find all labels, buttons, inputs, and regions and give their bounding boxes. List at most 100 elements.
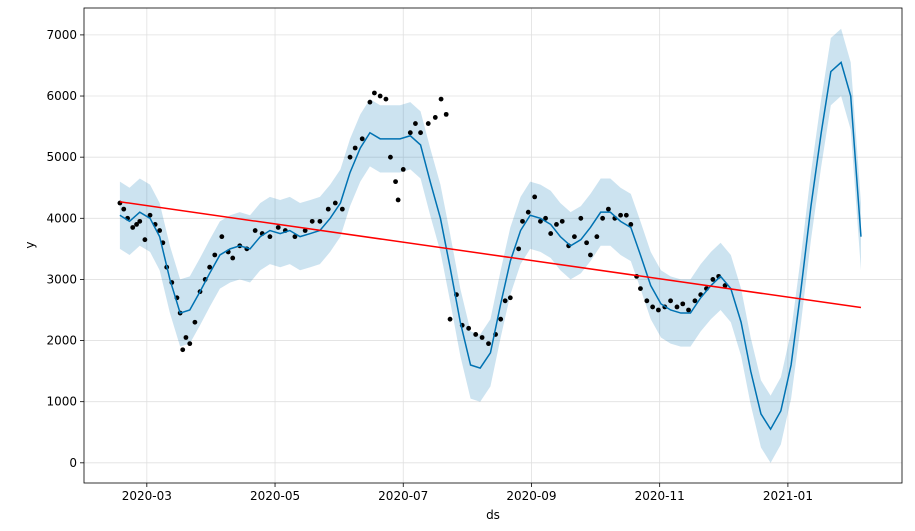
observed-point [600,215,606,221]
x-tick-label: 2020-11 [635,489,685,503]
observed-point [219,234,225,240]
observed-point [594,234,600,240]
y-tick-label: 1000 [46,395,77,409]
observed-point [548,231,554,236]
observed-point [142,237,148,243]
observed-point [302,228,308,233]
observed-point [618,212,623,218]
observed-point [498,316,504,322]
observed-point [252,228,258,233]
observed-point [121,206,127,212]
observed-point [367,99,373,105]
observed-point [347,154,353,160]
observed-point [388,154,393,160]
observed-point [650,304,656,310]
observed-point [538,218,543,224]
x-axis-label: ds [486,508,500,522]
observed-point [438,96,444,102]
x-tick-label: 2021-01 [763,489,813,503]
observed-point [473,332,479,337]
observed-point [559,218,565,224]
observed-point [400,166,406,172]
observed-point [572,234,577,240]
observed-point [230,255,236,261]
forecast-line [119,61,862,431]
observed-point [710,277,716,282]
observed-point [275,225,281,230]
observed-point [130,225,136,230]
observed-point [180,347,186,353]
observed-point [584,240,589,246]
observed-point [686,307,691,313]
x-tick-label: 2020-09 [506,489,556,503]
observed-point [377,93,383,99]
observed-point [383,96,389,102]
observed-point [317,218,323,224]
y-tick-label: 7000 [46,28,77,42]
observed-point [516,246,522,252]
x-tick-label: 2020-05 [250,489,300,503]
y-tick-label: 5000 [46,150,77,164]
observed-point [192,319,198,325]
y-tick-label: 3000 [46,272,77,286]
observed-point [692,298,698,304]
y-tick-label: 4000 [46,211,77,225]
observed-point [325,206,331,212]
observed-point [207,264,213,270]
observed-point [187,341,193,347]
observed-point [212,252,218,258]
observed-point [578,215,584,221]
observed-point [628,222,634,227]
observed-point [147,212,153,218]
observed-point [339,206,345,212]
observed-point [137,218,143,224]
plot-area [84,8,902,483]
trend-line [119,201,862,309]
y-tick-label: 6000 [46,89,77,103]
observed-point [432,115,438,120]
observed-point [425,121,431,126]
observed-point [157,228,163,233]
observed-point [532,194,538,200]
observed-point [466,325,472,331]
observed-point [644,298,650,304]
observed-point [134,222,139,227]
observed-point [309,218,315,224]
observed-point [413,121,418,126]
observed-point [292,234,298,240]
observed-point [479,335,485,340]
observed-point [525,209,531,215]
plot-border [83,7,903,484]
observed-point [674,304,680,310]
observed-point [722,283,728,288]
observed-point [183,335,189,340]
observed-point [332,200,338,206]
y-tick-label: 0 [69,456,77,470]
observed-point [359,136,365,142]
observed-point [443,111,449,117]
observed-point [502,298,508,304]
observed-point [588,252,593,258]
observed-point [407,130,413,136]
observed-point [393,179,398,185]
uncertainty-band [119,28,861,463]
observed-point [372,90,377,96]
x-tick-label: 2020-03 [122,489,172,503]
observed-point [623,212,629,218]
observed-point [680,301,686,307]
observed-point [352,145,358,151]
observed-point [267,234,273,240]
observed-point [395,197,401,203]
observed-point [543,215,548,221]
y-tick-label: 2000 [46,334,77,348]
observed-point [486,341,491,347]
observed-point [520,218,525,224]
observed-point [655,307,661,313]
observed-point [638,286,643,291]
observed-point [418,130,423,136]
x-tick-label: 2020-07 [378,489,428,503]
observed-point [507,295,513,301]
observed-point [554,222,559,227]
observed-point [447,316,453,322]
